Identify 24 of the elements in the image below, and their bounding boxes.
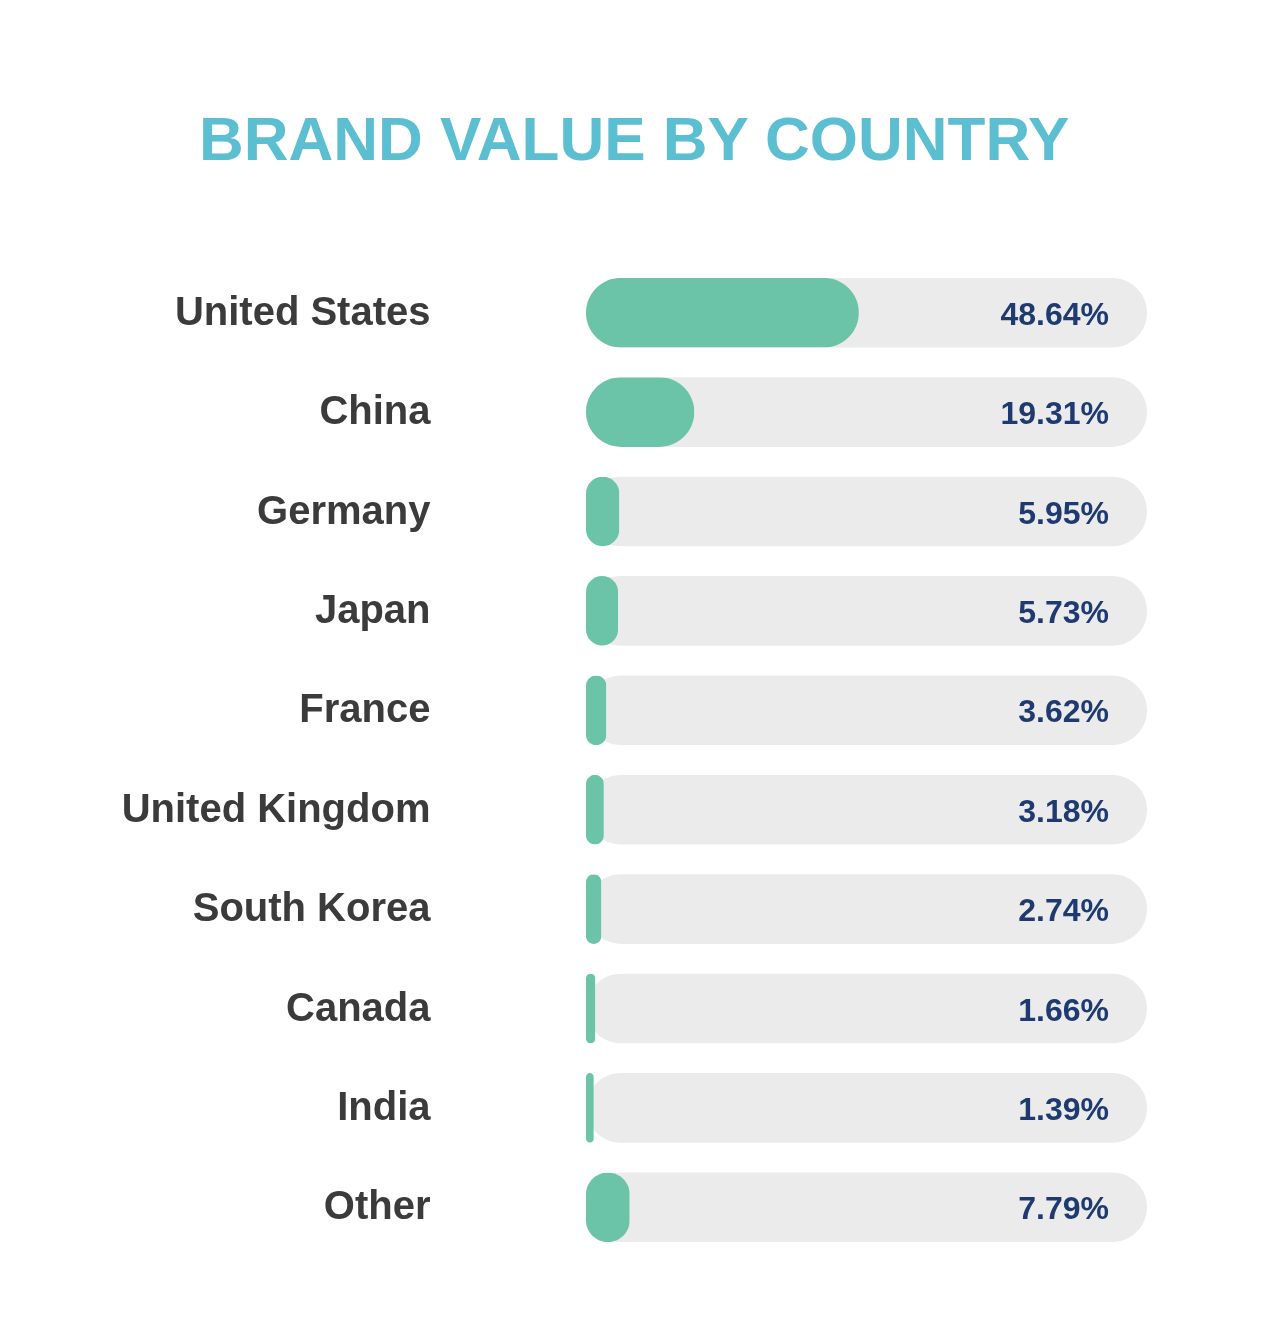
y-tick-label: Canada: [286, 984, 432, 1029]
y-tick-label: United Kingdom: [121, 785, 431, 830]
y-tick-label: India: [337, 1083, 432, 1128]
data-label: 48.64%: [1000, 295, 1109, 332]
data-label: 1.66%: [1018, 991, 1109, 1028]
chart-title: BRAND VALUE BY COUNTRY: [198, 104, 1070, 173]
data-label: 3.62%: [1018, 693, 1109, 730]
data-label: 5.73%: [1018, 593, 1109, 630]
data-label: 1.39%: [1018, 1090, 1109, 1127]
y-tick-label: Germany: [257, 487, 432, 532]
data-label: 3.18%: [1018, 792, 1109, 829]
data-label: 2.74%: [1018, 892, 1109, 929]
data-label: 5.95%: [1018, 494, 1109, 531]
y-tick-label: France: [299, 686, 431, 731]
bar: [586, 675, 607, 746]
data-label: 7.79%: [1018, 1190, 1109, 1227]
y-tick-label: Other: [323, 1183, 431, 1228]
y-tick-label: United States: [174, 288, 431, 333]
y-tick-label: Japan: [314, 586, 431, 631]
y-tick-label: China: [319, 388, 432, 433]
y-tick-label: South Korea: [192, 885, 432, 930]
bar: [586, 874, 602, 944]
data-label: 19.31%: [1000, 395, 1109, 432]
bar: [586, 973, 596, 1044]
